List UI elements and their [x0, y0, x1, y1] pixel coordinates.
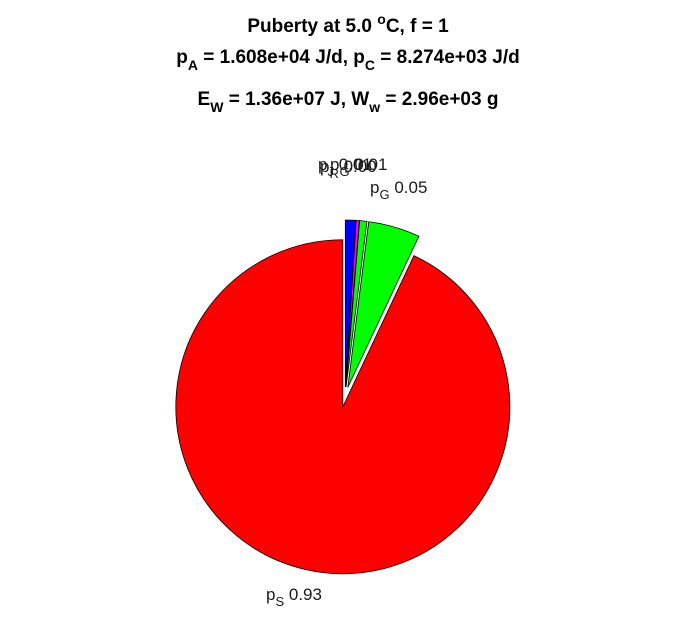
chart-title-line-2: pA = 1.608e+04 J/d, pC = 8.274e+03 J/d: [176, 47, 520, 73]
pc-symbol: p: [353, 47, 365, 68]
ww-symbol: W: [351, 89, 369, 110]
pc-subscript: C: [365, 57, 375, 73]
slice-label-value: 0.01: [350, 155, 388, 174]
slice-label-symbol: p: [320, 157, 329, 176]
pa-value: = 1.608e+04 J/d,: [198, 47, 353, 68]
slice-label-pg: pG 0.05: [370, 178, 427, 202]
pie-slice-pj: [344, 219, 357, 388]
pa-symbol: p: [176, 47, 188, 68]
pa-subscript: A: [188, 57, 198, 73]
slice-label-subscript: G: [339, 164, 349, 179]
slice-label-value: 0.01: [334, 155, 372, 174]
slice-label-pr: pR 0.00: [320, 157, 377, 181]
pie-slice-pg: [347, 221, 420, 388]
slice-label-value: 0.05: [390, 178, 428, 197]
title-prefix: Puberty at 5.0: [247, 16, 377, 37]
slice-label-value: 0.00: [339, 157, 377, 176]
slice-label-subscript: G: [379, 187, 389, 202]
title-degree-sup: o: [377, 11, 386, 27]
pc-value: = 8.274e+03 J/d: [375, 47, 520, 68]
chart-title-line-3: EW = 1.36e+07 J, Ww = 2.96e+03 g: [198, 89, 499, 115]
slice-label-symbol: p: [318, 155, 327, 174]
title-suffix: C, f = 1: [386, 16, 449, 37]
slice-label-pg: pG 0.01: [330, 155, 387, 179]
ww-subscript: w: [368, 99, 380, 115]
slice-label-symbol: p: [266, 585, 275, 604]
pie-slice-pg: [345, 220, 368, 388]
ew-symbol: E: [198, 89, 211, 110]
slice-label-value: 0.93: [284, 585, 322, 604]
slice-label-ps: pS 0.93: [266, 585, 322, 609]
slice-label-pj: pJ 0.01: [318, 155, 372, 179]
ww-value: = 2.96e+03 g: [380, 89, 498, 110]
ew-value: = 1.36e+07 J,: [223, 89, 351, 110]
ew-subscript: W: [210, 99, 224, 115]
slice-label-subscript: R: [329, 166, 338, 181]
slice-label-symbol: p: [370, 178, 379, 197]
pie-slice-ps: [175, 239, 511, 575]
chart-title-line-1: Puberty at 5.0 oC, f = 1: [247, 11, 449, 37]
slice-label-subscript: J: [327, 164, 334, 179]
slice-label-symbol: p: [330, 155, 339, 174]
slice-label-subscript: S: [275, 594, 284, 609]
pie-slices: [175, 219, 511, 575]
